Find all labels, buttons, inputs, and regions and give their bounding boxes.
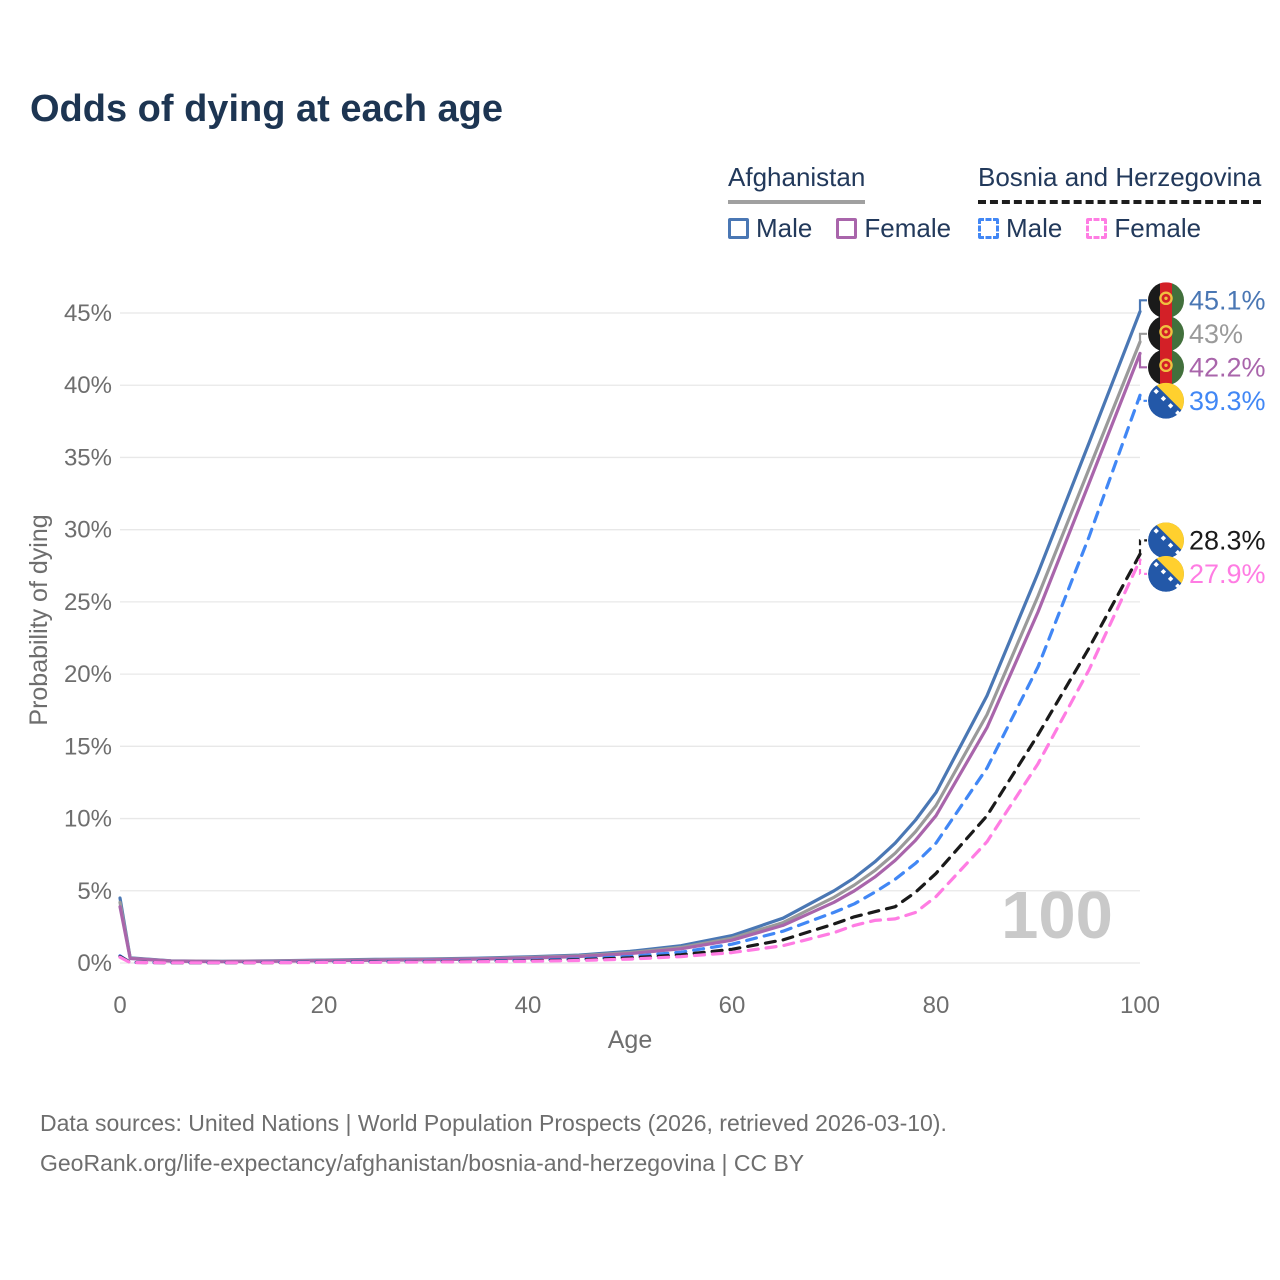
- y-tick-label: 20%: [64, 661, 112, 688]
- label-leader-line: [1138, 299, 1147, 312]
- series-line-bosnia-and-herzegovina-male: [118, 393, 1142, 965]
- end-value-label-afghanistan-female: 42.2%: [1189, 352, 1266, 382]
- legend-swatch-afghanistan-male: [728, 218, 749, 239]
- series-line-bosnia-and-herzegovina: [118, 552, 1142, 965]
- y-tick-label: 35%: [64, 444, 112, 471]
- end-value-label-bosnia-and-herzegovina-female: 27.9%: [1189, 559, 1266, 589]
- y-tick-label: 45%: [64, 300, 112, 327]
- series-line-afghanistan-female: [118, 351, 1142, 964]
- legend-swatch-bosnia-female: [1086, 218, 1108, 239]
- label-leader-line: [1138, 560, 1147, 575]
- series-line-afghanistan: [118, 340, 1142, 963]
- end-value-label-afghanistan-male: 45.1%: [1189, 285, 1266, 315]
- legend-toggle-afghanistan-female[interactable]: Female: [836, 213, 951, 244]
- legend-country-bosnia: Bosnia and Herzegovina: [978, 162, 1262, 204]
- legend-swatch-bosnia-male: [978, 218, 999, 239]
- flag-icon-afghanistan: [1148, 349, 1184, 386]
- legend-swatch-afghanistan-female: [836, 218, 858, 239]
- end-value-label-bosnia-and-herzegovina-male: 39.3%: [1189, 386, 1266, 416]
- x-tick-label: 80: [923, 992, 950, 1019]
- y-tick-label: 15%: [64, 733, 112, 760]
- x-tick-label: 0: [113, 992, 126, 1019]
- footer-data-sources: Data sources: United Nations | World Pop…: [40, 1110, 947, 1136]
- x-tick-label: 40: [515, 992, 542, 1019]
- watermark-age-100: 100: [1001, 878, 1113, 953]
- label-leader-line: [1138, 539, 1147, 555]
- x-tick-label: 100: [1120, 992, 1160, 1019]
- flag-icon-bosnia-and-herzegovina: [1148, 382, 1184, 419]
- legend-group-afghanistan: Afghanistan Male Female: [728, 162, 951, 244]
- x-tick-label: 20: [311, 992, 338, 1019]
- y-tick-label: 40%: [64, 372, 112, 399]
- legend-label-afghanistan-female: Female: [864, 213, 952, 243]
- flag-icon-bosnia-and-herzegovina: [1148, 555, 1184, 592]
- end-value-label-afghanistan: 43%: [1189, 319, 1243, 349]
- y-tick-label: 30%: [64, 517, 112, 544]
- y-tick-label: 10%: [64, 806, 112, 833]
- legend-toggle-bosnia-male[interactable]: Male: [978, 213, 1062, 244]
- end-value-label-bosnia-and-herzegovina: 28.3%: [1189, 525, 1266, 555]
- x-axis-title: Age: [608, 1026, 652, 1054]
- label-leader-line: [1138, 353, 1147, 369]
- flag-icon-afghanistan: [1148, 282, 1184, 319]
- y-axis-title: Probability of dying: [25, 514, 53, 725]
- legend-country-afghanistan: Afghanistan: [728, 162, 866, 204]
- legend-toggle-afghanistan-male[interactable]: Male: [728, 213, 812, 244]
- legend-toggle-bosnia-female[interactable]: Female: [1086, 213, 1201, 244]
- legend-label-afghanistan-male: Male: [756, 213, 813, 243]
- y-tick-label: 25%: [64, 589, 112, 616]
- series-line-bosnia-and-herzegovina-female: [118, 558, 1142, 965]
- label-leader-line: [1138, 395, 1147, 402]
- flag-icon-afghanistan: [1148, 315, 1184, 352]
- legend-label-bosnia-male: Male: [1006, 213, 1063, 243]
- x-tick-label: 60: [719, 992, 746, 1019]
- y-tick-label: 0%: [77, 950, 112, 977]
- page-title: Odds of dying at each age: [30, 88, 503, 130]
- y-tick-label: 5%: [77, 878, 112, 905]
- legend-group-bosnia: Bosnia and Herzegovina Male Female: [978, 162, 1262, 244]
- legend-items-bosnia: Male Female: [978, 213, 1261, 244]
- legend-label-bosnia-female: Female: [1114, 213, 1202, 243]
- flag-icon-bosnia-and-herzegovina: [1148, 522, 1184, 559]
- series-line-afghanistan-male: [118, 310, 1142, 963]
- label-leader-line: [1138, 332, 1147, 342]
- legend-items-afghanistan: Male Female: [728, 213, 951, 244]
- footer-attribution: GeoRank.org/life-expectancy/afghanistan/…: [40, 1150, 805, 1176]
